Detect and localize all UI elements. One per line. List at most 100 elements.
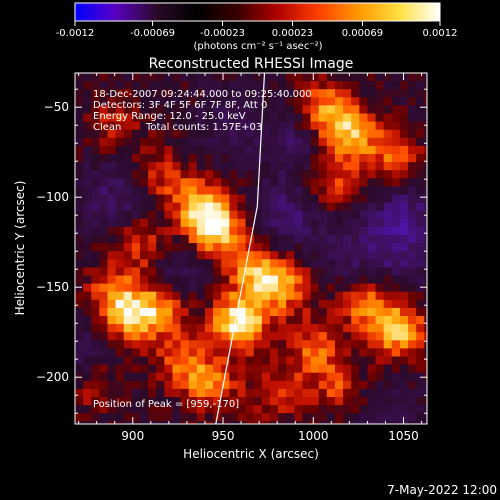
heatmap-cell bbox=[91, 348, 100, 358]
heatmap-cell bbox=[424, 178, 427, 187]
heatmap-cell bbox=[99, 202, 109, 212]
heatmap-cell bbox=[399, 210, 409, 220]
heatmap-cell bbox=[131, 113, 141, 123]
heatmap-cell bbox=[278, 356, 287, 366]
heatmap-cell bbox=[326, 291, 336, 301]
heatmap-cell bbox=[156, 397, 165, 406]
heatmap-cell bbox=[213, 299, 222, 309]
heatmap-cell bbox=[253, 291, 263, 301]
heatmap-cell bbox=[399, 89, 409, 98]
heatmap-cell bbox=[253, 364, 263, 374]
heatmap-cell bbox=[123, 178, 133, 187]
heatmap-cell bbox=[367, 137, 377, 147]
heatmap-cell bbox=[302, 89, 312, 98]
peak-position-label: Position of Peak = [959,-170] bbox=[93, 399, 239, 410]
heatmap-cell bbox=[416, 405, 425, 414]
heatmap-cell bbox=[164, 170, 174, 179]
heatmap-cell bbox=[424, 81, 427, 90]
heatmap-cell bbox=[123, 210, 133, 220]
colorbar-tick-label: 0.0012 bbox=[423, 28, 458, 39]
heatmap-cell bbox=[91, 89, 100, 98]
heatmap-cell bbox=[107, 275, 117, 285]
heatmap-cell bbox=[83, 316, 92, 325]
heatmap-cell bbox=[310, 413, 320, 422]
heatmap-cell bbox=[416, 186, 425, 196]
heatmap-cell bbox=[139, 178, 149, 187]
heatmap-cell bbox=[107, 413, 117, 422]
heatmap-cell bbox=[229, 226, 239, 236]
heatmap-cell bbox=[213, 145, 222, 155]
heatmap-cell bbox=[343, 388, 352, 398]
heatmap-cell bbox=[367, 113, 377, 123]
heatmap-cell bbox=[139, 170, 149, 179]
heatmap-cell bbox=[261, 267, 271, 277]
heatmap-cell bbox=[351, 405, 360, 414]
heatmap-cell bbox=[131, 243, 141, 252]
heatmap-cell bbox=[115, 299, 125, 309]
heatmap-cell bbox=[99, 226, 109, 236]
heatmap-cell bbox=[196, 299, 206, 309]
heatmap-cell bbox=[131, 364, 141, 374]
heatmap-cell bbox=[237, 145, 247, 155]
heatmap-cell bbox=[75, 186, 84, 196]
heatmap-cell bbox=[221, 372, 230, 382]
heatmap-cell bbox=[286, 218, 295, 228]
heatmap-cell bbox=[221, 97, 230, 106]
heatmap-cell bbox=[237, 340, 247, 349]
heatmap-cell bbox=[204, 162, 214, 171]
heatmap-cell bbox=[156, 137, 165, 147]
heatmap-cell bbox=[115, 307, 125, 317]
heatmap-cell bbox=[148, 210, 157, 220]
heatmap-cell bbox=[391, 129, 401, 139]
heatmap-cell bbox=[180, 397, 190, 406]
heatmap-cell bbox=[359, 348, 369, 358]
heatmap-cell bbox=[204, 364, 214, 374]
heatmap-cell bbox=[91, 324, 100, 333]
heatmap-cell bbox=[318, 364, 328, 374]
heatmap-cell bbox=[294, 113, 304, 123]
heatmap-cell bbox=[188, 89, 198, 98]
heatmap-cell bbox=[302, 316, 312, 325]
heatmap-cell bbox=[131, 413, 141, 422]
heatmap-cell bbox=[326, 81, 336, 90]
heatmap-cell bbox=[391, 235, 401, 244]
heatmap-cell bbox=[261, 194, 271, 204]
heatmap-cell bbox=[424, 299, 427, 309]
heatmap-cell bbox=[123, 364, 133, 374]
heatmap-cell bbox=[83, 324, 92, 333]
heatmap-cell bbox=[164, 226, 174, 236]
heatmap-cell bbox=[416, 235, 425, 244]
heatmap-cell bbox=[99, 81, 109, 90]
heatmap-cell bbox=[399, 235, 409, 244]
heatmap-cell bbox=[107, 291, 117, 301]
heatmap-cell bbox=[351, 218, 360, 228]
heatmap-cell bbox=[253, 137, 263, 147]
heatmap-cell bbox=[196, 364, 206, 374]
heatmap-cell bbox=[391, 307, 401, 317]
heatmap-cell bbox=[253, 380, 263, 390]
heatmap-cell bbox=[188, 388, 198, 398]
heatmap-cell bbox=[99, 299, 109, 309]
heatmap-cell bbox=[213, 397, 222, 406]
heatmap-cell bbox=[237, 194, 247, 204]
heatmap-cell bbox=[302, 364, 312, 374]
heatmap-cell bbox=[261, 243, 271, 252]
heatmap-cell bbox=[278, 170, 287, 179]
heatmap-cell bbox=[326, 340, 336, 349]
heatmap-cell bbox=[172, 291, 182, 301]
heatmap-cell bbox=[399, 113, 409, 123]
heatmap-cell bbox=[75, 251, 84, 260]
heatmap-cell bbox=[131, 105, 141, 115]
heatmap-cell bbox=[359, 380, 369, 390]
heatmap-cell bbox=[408, 178, 417, 187]
heatmap-cell bbox=[334, 210, 344, 220]
heatmap-cell bbox=[318, 170, 328, 179]
heatmap-cell bbox=[237, 299, 247, 309]
heatmap-cell bbox=[123, 121, 133, 131]
heatmap-cell bbox=[196, 105, 206, 115]
heatmap-cell bbox=[229, 348, 239, 358]
heatmap-cell bbox=[318, 162, 328, 171]
heatmap-cell bbox=[237, 388, 247, 398]
heatmap-cell bbox=[367, 154, 377, 163]
heatmap-cell bbox=[416, 243, 425, 252]
